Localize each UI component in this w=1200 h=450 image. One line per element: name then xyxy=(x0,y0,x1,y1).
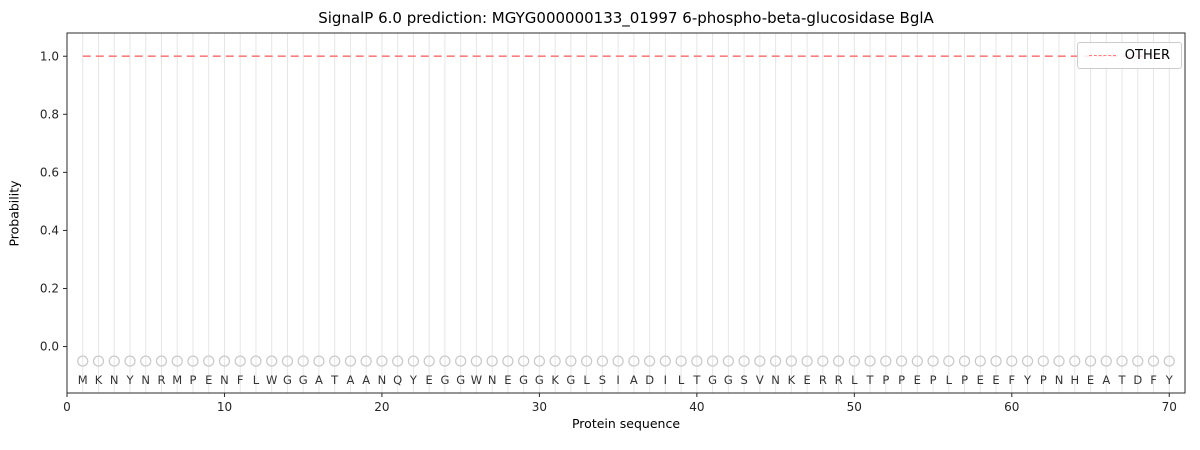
svg-text:L: L xyxy=(946,373,953,387)
x-axis-label: Protein sequence xyxy=(571,416,681,431)
svg-text:40: 40 xyxy=(689,400,704,414)
svg-text:N: N xyxy=(110,373,119,387)
svg-text:A: A xyxy=(315,373,323,387)
svg-text:A: A xyxy=(362,373,370,387)
residue-markers xyxy=(77,355,1175,367)
svg-text:A: A xyxy=(346,373,354,387)
svg-text:N: N xyxy=(771,373,780,387)
svg-text:N: N xyxy=(378,373,387,387)
svg-text:R: R xyxy=(835,373,843,387)
svg-text:W: W xyxy=(266,373,277,387)
svg-text:N: N xyxy=(1055,373,1064,387)
y-axis-label: Probability xyxy=(6,180,22,247)
svg-text:E: E xyxy=(992,373,999,387)
svg-text:D: D xyxy=(1133,373,1142,387)
svg-text:0.8: 0.8 xyxy=(40,107,59,121)
svg-text:30: 30 xyxy=(532,400,547,414)
svg-text:G: G xyxy=(724,373,733,387)
svg-text:E: E xyxy=(977,373,984,387)
svg-text:K: K xyxy=(95,373,103,387)
svg-text:L: L xyxy=(851,373,858,387)
svg-text:A: A xyxy=(1102,373,1110,387)
svg-text:P: P xyxy=(882,373,889,387)
svg-text:N: N xyxy=(141,373,150,387)
svg-text:0.2: 0.2 xyxy=(40,282,59,296)
svg-text:F: F xyxy=(1150,373,1157,387)
svg-text:M: M xyxy=(172,373,182,387)
svg-text:S: S xyxy=(599,373,606,387)
svg-text:G: G xyxy=(566,373,575,387)
svg-text:D: D xyxy=(645,373,654,387)
svg-text:T: T xyxy=(1117,373,1126,387)
svg-text:E: E xyxy=(504,373,511,387)
svg-text:L: L xyxy=(253,373,260,387)
svg-text:T: T xyxy=(692,373,701,387)
svg-text:T: T xyxy=(330,373,339,387)
svg-text:A: A xyxy=(630,373,638,387)
grid-lines xyxy=(82,33,1170,393)
svg-text:E: E xyxy=(426,373,433,387)
legend-other-label: OTHER xyxy=(1124,48,1170,63)
svg-text:G: G xyxy=(708,373,717,387)
svg-text:L: L xyxy=(583,373,590,387)
svg-text:R: R xyxy=(157,373,165,387)
svg-text:20: 20 xyxy=(374,400,389,414)
plot-border xyxy=(66,32,1186,394)
svg-text:0.6: 0.6 xyxy=(40,166,59,180)
svg-text:K: K xyxy=(788,373,796,387)
svg-text:E: E xyxy=(205,373,212,387)
svg-text:L: L xyxy=(678,373,685,387)
svg-text:0.4: 0.4 xyxy=(40,224,59,238)
svg-text:P: P xyxy=(930,373,937,387)
svg-text:E: E xyxy=(1087,373,1094,387)
svg-text:M: M xyxy=(78,373,88,387)
svg-text:G: G xyxy=(299,373,308,387)
svg-text:N: N xyxy=(488,373,497,387)
svg-text:G: G xyxy=(440,373,449,387)
svg-text:E: E xyxy=(803,373,810,387)
svg-text:E: E xyxy=(914,373,921,387)
svg-text:60: 60 xyxy=(1004,400,1019,414)
svg-text:Y: Y xyxy=(125,373,134,387)
svg-text:Y: Y xyxy=(1165,373,1174,387)
svg-text:G: G xyxy=(519,373,528,387)
svg-text:I: I xyxy=(616,373,619,387)
svg-text:P: P xyxy=(190,373,197,387)
svg-text:G: G xyxy=(283,373,292,387)
svg-text:P: P xyxy=(898,373,905,387)
svg-text:50: 50 xyxy=(847,400,862,414)
svg-text:R: R xyxy=(819,373,827,387)
legend-box: OTHER xyxy=(1076,42,1182,69)
svg-text:G: G xyxy=(535,373,544,387)
axis-ticks: 0 10 20 30 40 50 60 70 0.0 0.2 0.4 0.6 0.8 1.0 xyxy=(40,49,1177,414)
svg-text:10: 10 xyxy=(217,400,232,414)
chart-title: SignalP 6.0 prediction: MGYG000000133_01… xyxy=(318,9,934,27)
svg-text:W: W xyxy=(471,373,482,387)
svg-text:F: F xyxy=(1008,373,1015,387)
svg-text:I: I xyxy=(664,373,667,387)
svg-text:Y: Y xyxy=(1023,373,1032,387)
svg-text:G: G xyxy=(456,373,465,387)
svg-text:T: T xyxy=(866,373,875,387)
svg-text:K: K xyxy=(551,373,559,387)
svg-text:Q: Q xyxy=(393,373,402,387)
svg-text:Y: Y xyxy=(409,373,418,387)
svg-text:V: V xyxy=(756,373,764,387)
svg-text:70: 70 xyxy=(1162,400,1177,414)
svg-text:S: S xyxy=(740,373,747,387)
svg-text:P: P xyxy=(1040,373,1047,387)
legend-other-dash-sample xyxy=(1088,55,1116,56)
svg-text:0.0: 0.0 xyxy=(40,340,59,354)
svg-text:1.0: 1.0 xyxy=(40,49,59,63)
svg-text:P: P xyxy=(961,373,968,387)
svg-text:N: N xyxy=(220,373,229,387)
svg-text:F: F xyxy=(237,373,244,387)
svg-text:H: H xyxy=(1070,373,1079,387)
svg-text:0: 0 xyxy=(63,400,71,414)
